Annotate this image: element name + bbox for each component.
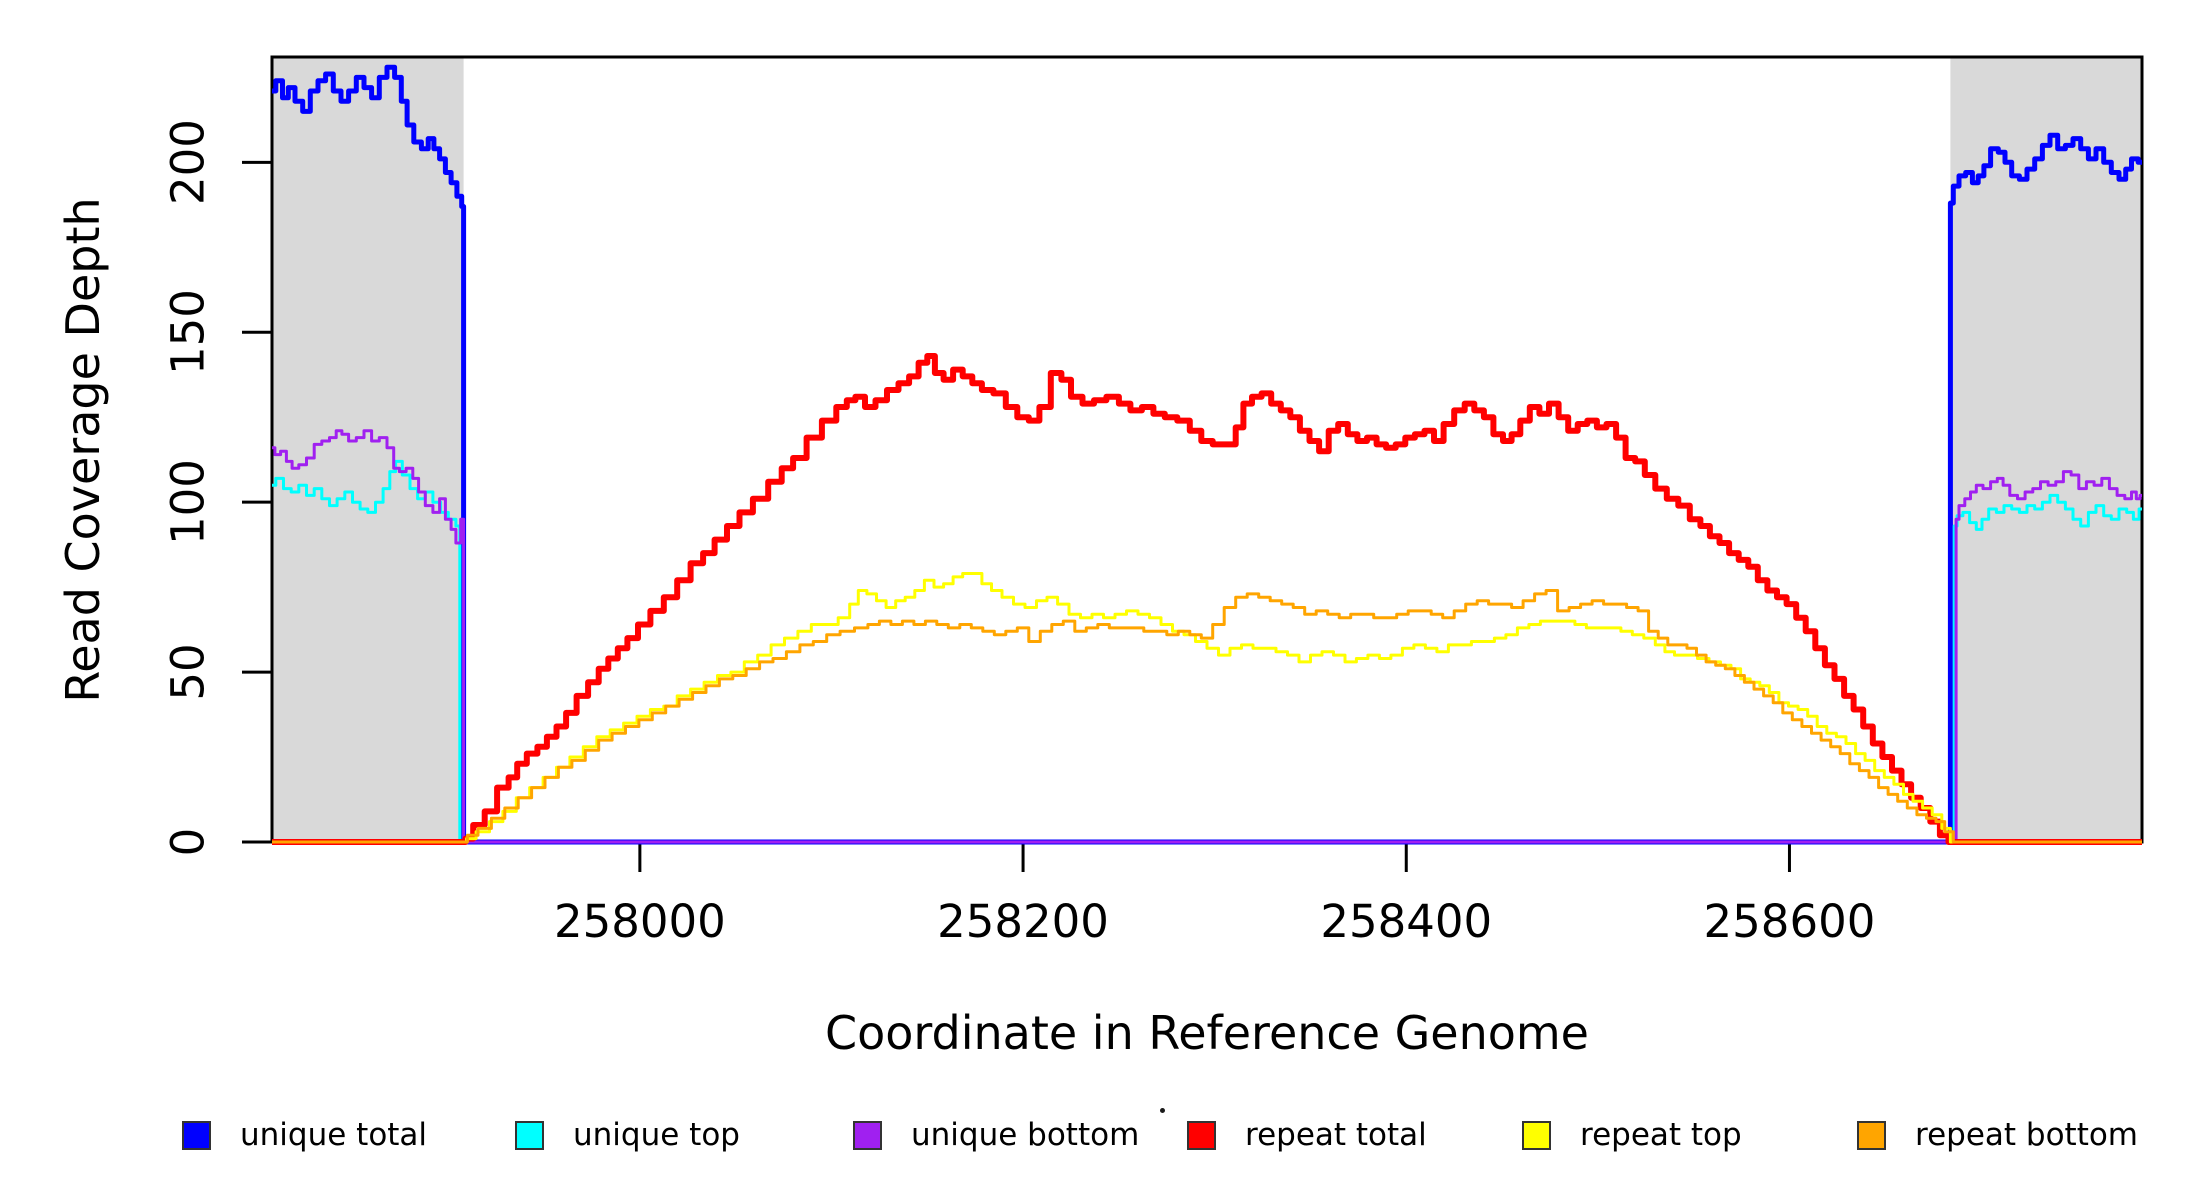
series-line-unique-bottom	[272, 429, 2142, 844]
legend-item: unique total	[182, 1110, 427, 1160]
y-tick-label: 100	[161, 459, 215, 546]
x-axis-title: Coordinate in Reference Genome	[825, 1006, 1589, 1060]
shaded-region-left	[272, 57, 464, 842]
x-tick-label: 258200	[937, 895, 1109, 948]
y-axis-title: Read Coverage Depth	[56, 197, 110, 703]
legend-swatch-repeat-bottom	[1857, 1120, 1886, 1150]
legend-item-label: unique bottom	[911, 1117, 1140, 1153]
y-tick-label: 150	[161, 289, 215, 376]
x-tick-label: 258400	[1320, 895, 1493, 948]
legend-item-label: repeat top	[1580, 1117, 1742, 1153]
legend-item: repeat total	[1187, 1110, 1427, 1160]
y-tick-label: 0	[161, 827, 215, 857]
stray-dot	[1160, 1108, 1165, 1113]
legend-item: unique top	[515, 1110, 740, 1160]
legend-item-label: unique total	[240, 1117, 428, 1153]
y-tick-label: 50	[161, 643, 215, 701]
x-tick-label: 258600	[1703, 895, 1876, 948]
legend-swatch-repeat-top	[1522, 1120, 1551, 1150]
series-line-repeat-bottom	[272, 589, 2142, 844]
legend-swatch-unique-top	[515, 1120, 544, 1150]
legend-swatch-repeat-total	[1187, 1120, 1216, 1150]
legend-item-label: repeat total	[1245, 1117, 1427, 1153]
legend-item-label: unique top	[573, 1117, 740, 1153]
legend-item: repeat bottom	[1857, 1110, 2138, 1160]
legend-item: unique bottom	[853, 1110, 1139, 1160]
x-tick-label: 258000	[553, 895, 726, 948]
legend-swatch-unique-total	[182, 1120, 211, 1150]
legend-item: repeat top	[1522, 1110, 1742, 1160]
y-tick-label: 200	[161, 119, 215, 206]
legend-item-label: repeat bottom	[1915, 1117, 2139, 1153]
legend-swatch-unique-bottom	[853, 1120, 882, 1150]
shaded-region-right	[1950, 57, 2142, 842]
series-line-repeat-total	[272, 353, 2142, 845]
series-line-unique-top	[272, 459, 2142, 844]
